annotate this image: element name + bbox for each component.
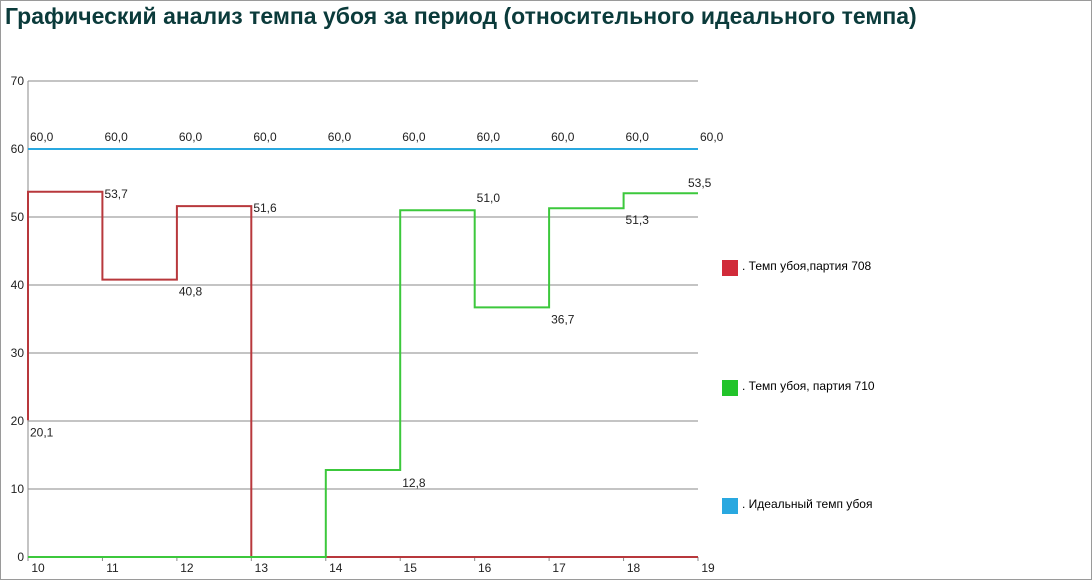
data-label: 12,8 xyxy=(402,476,426,490)
y-tick-label: 20 xyxy=(11,414,25,428)
x-tick-label: 14 xyxy=(329,561,343,575)
data-label: 60,0 xyxy=(253,130,277,144)
x-tick-label: 11 xyxy=(106,561,119,575)
data-label: 60,0 xyxy=(30,130,54,144)
y-tick-label: 30 xyxy=(11,346,25,360)
data-label: 60,0 xyxy=(551,130,575,144)
chart-title: Графический анализ темпа убоя за период … xyxy=(5,3,917,29)
legend-swatch-708 xyxy=(722,260,738,276)
series-line-0 xyxy=(27,190,698,558)
data-label: 51,3 xyxy=(626,213,650,227)
legend-label-ideal: . Идеальный темп убоя xyxy=(742,497,873,511)
data-label: 60,0 xyxy=(328,130,352,144)
y-tick-label: 70 xyxy=(11,74,25,88)
data-label: 40,8 xyxy=(179,285,203,299)
y-tick-label: 60 xyxy=(11,142,25,156)
y-tick-label: 10 xyxy=(11,482,25,496)
legend-swatch-710 xyxy=(722,380,738,396)
legend-swatch-ideal xyxy=(722,498,738,514)
legend-item-ideal: . Идеальный темп убоя xyxy=(722,498,882,514)
y-tick-label: 50 xyxy=(11,210,25,224)
data-label: 60,0 xyxy=(402,130,426,144)
chart-legend: . Темп убоя,партия 708 . Темп убоя, парт… xyxy=(722,0,1082,578)
data-label: 60,0 xyxy=(700,130,724,144)
legend-label-710: . Темп убоя, партия 710 xyxy=(742,379,875,393)
data-label: 51,0 xyxy=(477,191,501,205)
data-label: 20,1 xyxy=(30,425,54,439)
x-tick-label: 13 xyxy=(255,561,269,575)
x-tick-label: 18 xyxy=(627,561,641,575)
data-label: 60,0 xyxy=(626,130,650,144)
x-tick-label: 10 xyxy=(31,561,45,575)
data-label: 53,5 xyxy=(688,176,712,190)
x-tick-label: 15 xyxy=(404,561,418,575)
legend-item-708: . Темп убоя,партия 708 xyxy=(722,260,882,276)
legend-label-708: . Темп убоя,партия 708 xyxy=(742,259,872,273)
x-tick-label: 17 xyxy=(552,561,566,575)
series-line-1 xyxy=(28,192,698,558)
data-label: 60,0 xyxy=(477,130,501,144)
x-tick-label: 16 xyxy=(478,561,492,575)
data-label: 60,0 xyxy=(104,130,128,144)
data-label: 53,7 xyxy=(104,187,128,201)
x-tick-label: 12 xyxy=(180,561,194,575)
x-tick-label: 19 xyxy=(701,561,715,575)
data-label: 51,6 xyxy=(253,201,277,215)
y-tick-label: 0 xyxy=(17,550,24,564)
data-label: 60,0 xyxy=(179,130,203,144)
legend-item-710: . Темп убоя, партия 710 xyxy=(722,380,882,396)
y-tick-label: 40 xyxy=(11,278,25,292)
data-label: 36,7 xyxy=(551,312,575,326)
